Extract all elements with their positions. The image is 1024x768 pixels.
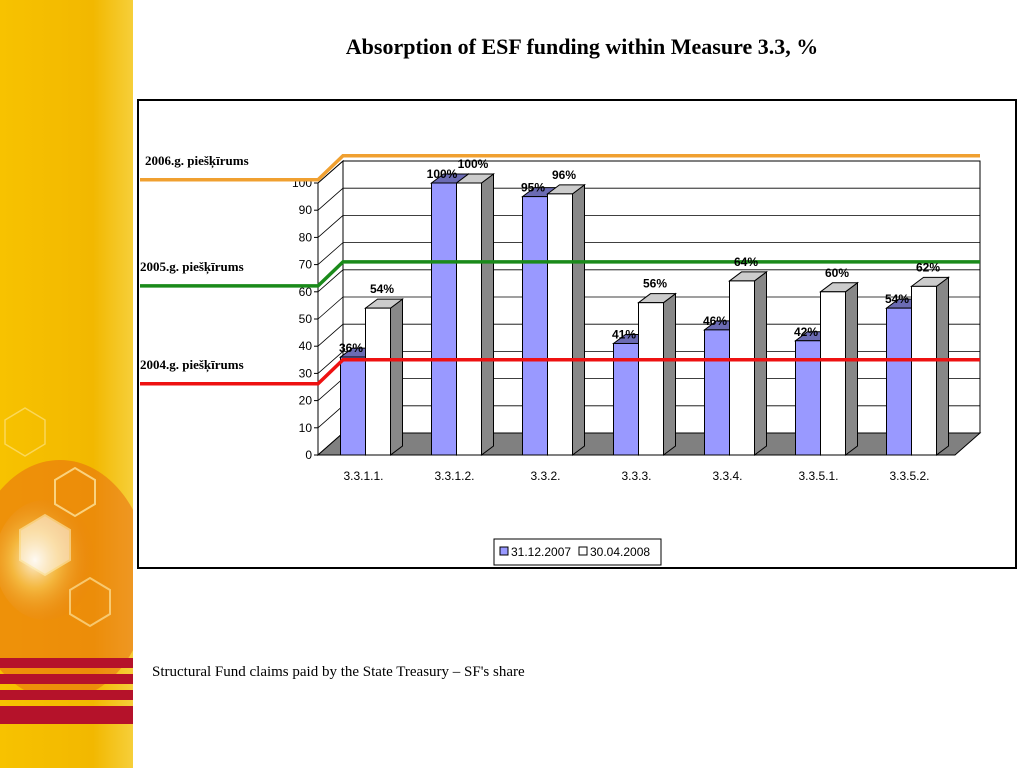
decorative-side-band (0, 0, 133, 768)
data-label: 54% (370, 282, 394, 296)
bar (613, 342, 639, 456)
bar (704, 329, 730, 456)
bar-side (754, 270, 767, 456)
slide-caption: Structural Fund claims paid by the State… (152, 664, 525, 680)
reference-line (140, 154, 980, 182)
reference-line-label: 2006.g. piešķīrums (145, 153, 249, 169)
reference-line (140, 358, 980, 386)
data-label: 60% (825, 266, 849, 280)
gridline (317, 160, 980, 184)
reference-line-label: 2004.g. piešķīrums (140, 357, 244, 373)
legend-box (493, 538, 662, 566)
legend-swatch (499, 546, 509, 556)
reference-line (140, 260, 980, 288)
bar (729, 280, 755, 456)
data-label: 96% (552, 168, 576, 182)
data-label: 42% (794, 325, 818, 339)
y-tick-label: 0 (305, 448, 312, 462)
bar (820, 291, 846, 456)
gridline (317, 350, 980, 374)
bar (522, 196, 548, 456)
bar-side (390, 298, 403, 456)
bar-side (663, 292, 676, 456)
gridline (317, 242, 980, 265)
category-label: 3.3.1.1. (343, 469, 383, 483)
bar (638, 302, 664, 456)
gridline (317, 187, 980, 211)
bar-side (572, 183, 585, 456)
category-label: 3.3.5.2. (889, 469, 929, 483)
bar-side (936, 276, 949, 456)
category-label: 3.3.1.2. (434, 469, 474, 483)
bar (431, 182, 457, 456)
bar-side (481, 173, 494, 456)
y-tick-label: 90 (299, 203, 313, 217)
category-label: 3.3.2. (530, 469, 560, 483)
legend-swatch (578, 546, 588, 556)
data-label: 41% (612, 327, 636, 341)
bar (886, 307, 912, 456)
y-tick-label: 20 (299, 394, 313, 408)
reference-line-label: 2005.g. piešķīrums (140, 259, 244, 275)
data-label: 95% (521, 181, 545, 195)
bar-side (845, 281, 858, 456)
gridline (317, 323, 980, 347)
y-tick-label: 10 (299, 421, 313, 435)
legend-label: 30.04.2008 (590, 545, 650, 559)
gridline (317, 296, 980, 320)
data-label: 100% (427, 167, 458, 181)
category-label: 3.3.3. (621, 469, 651, 483)
legend-label: 31.12.2007 (511, 545, 571, 559)
gridline (317, 214, 980, 238)
y-tick-label: 70 (299, 258, 313, 272)
data-label: 54% (885, 292, 909, 306)
category-label: 3.3.4. (712, 469, 742, 483)
bar (340, 356, 366, 456)
bar (911, 285, 937, 456)
bar (365, 307, 391, 456)
y-tick-label: 30 (299, 366, 313, 380)
y-tick-label: 50 (299, 312, 313, 326)
data-label: 46% (703, 314, 727, 328)
y-tick-label: 40 (299, 339, 313, 353)
bar (795, 340, 821, 456)
data-label: 100% (458, 157, 489, 171)
y-tick-label: 80 (299, 230, 313, 244)
bar (456, 182, 482, 456)
category-label: 3.3.5.1. (798, 469, 838, 483)
data-label: 64% (734, 255, 758, 269)
gridline (317, 269, 980, 293)
slide-title: Absorption of ESF funding within Measure… (345, 34, 819, 59)
y-tick-label: 60 (299, 285, 313, 299)
data-label: 56% (643, 277, 667, 291)
bar (547, 193, 573, 456)
data-label: 62% (916, 260, 940, 274)
data-label: 36% (339, 341, 363, 355)
